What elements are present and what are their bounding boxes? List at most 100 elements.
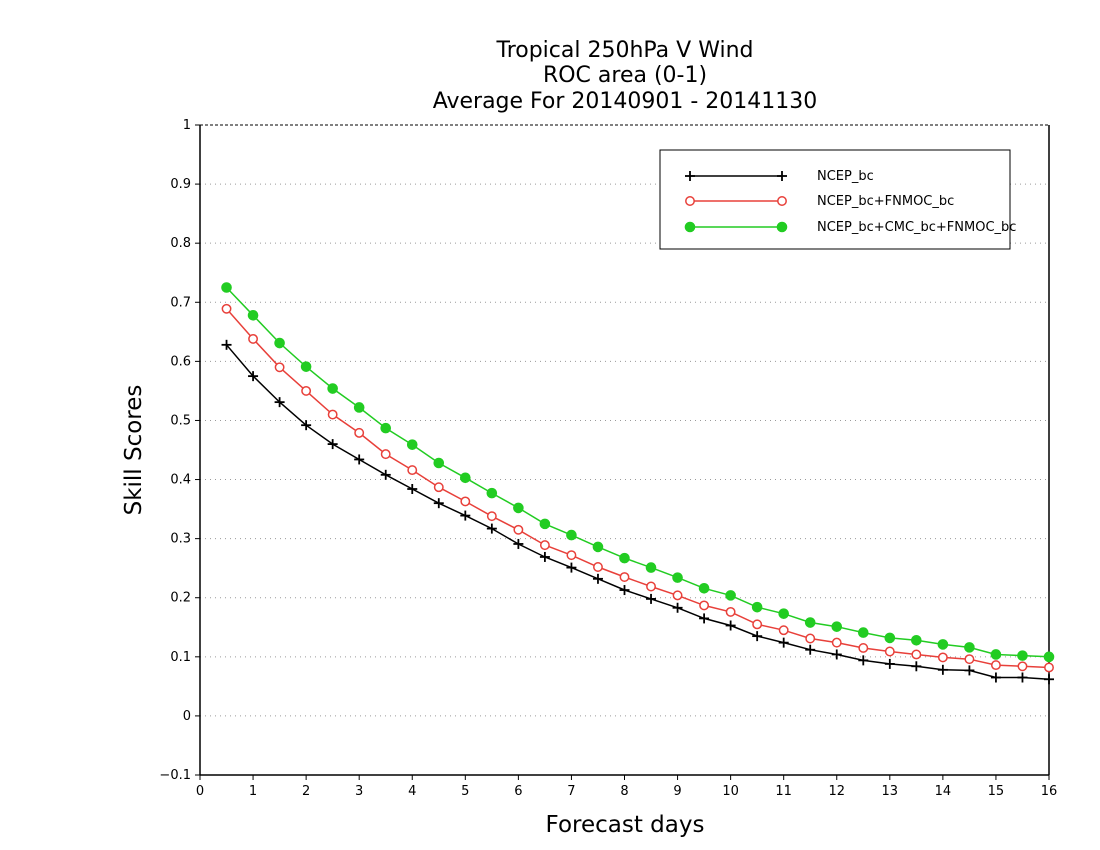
y-tick-label-1: 0 — [183, 709, 191, 724]
series-1-point-18 — [699, 600, 710, 611]
series-1-point-16 — [646, 581, 656, 592]
series-2-point-19 — [725, 590, 736, 601]
x-tick-label-3: 3 — [355, 784, 363, 799]
series-2 — [221, 282, 1055, 663]
series-0-point-20 — [752, 631, 763, 642]
y-tick-label-7: 0.6 — [170, 354, 191, 369]
series-1-point-0 — [221, 303, 232, 314]
title-line-0: Tropical 250hPa V Wind — [495, 38, 753, 63]
series-0-point-4 — [327, 439, 338, 450]
series-2-point-13 — [566, 529, 577, 541]
series-0-point-18 — [699, 613, 710, 624]
x-tick-label-0: 0 — [196, 784, 204, 799]
series-2-point-8 — [433, 457, 445, 469]
grid — [200, 183, 1049, 717]
series-2-point-15 — [619, 552, 630, 564]
series-0-point-6 — [380, 469, 391, 480]
series-1-point-19 — [725, 606, 736, 617]
series-1-point-23 — [831, 637, 842, 648]
series-0-point-21 — [778, 637, 789, 648]
y-tick-label-5: 0.4 — [170, 473, 191, 488]
x-tick-label-13: 13 — [882, 784, 899, 799]
y-axis-label: Skill Scores — [121, 385, 147, 516]
x-tick-label-10: 10 — [722, 784, 739, 799]
series-2-point-25 — [884, 632, 896, 644]
series-1-point-6 — [380, 449, 391, 460]
series-0-point-8 — [433, 498, 444, 509]
series-1-point-17 — [672, 590, 683, 601]
y-tick-label-4: 0.3 — [170, 532, 191, 547]
x-tick-label-6: 6 — [514, 784, 522, 799]
series-1-point-1 — [248, 333, 259, 344]
series-2-point-1 — [247, 309, 259, 321]
series-2-point-27 — [937, 639, 949, 650]
series-2-point-26 — [911, 634, 922, 646]
series-2-point-21 — [778, 608, 789, 619]
series-2-point-6 — [380, 422, 392, 434]
x-tick-label-1: 1 — [249, 784, 257, 799]
series-line-2 — [225, 286, 1050, 658]
series-1-point-2 — [274, 362, 285, 373]
series-2-point-4 — [327, 383, 338, 394]
title-line-2: Average For 20140901 - 20141130 — [433, 89, 818, 114]
series-0-point-13 — [566, 562, 577, 573]
legend-marker-right-2 — [776, 221, 788, 233]
axes: −0.100.10.20.30.40.50.60.70.80.910 1 2 3 4 5 6… — [159, 118, 1057, 799]
series-1-point-27 — [937, 652, 948, 663]
series-2-point-16 — [645, 562, 657, 573]
series-0-point-1 — [248, 371, 259, 382]
series-2-point-2 — [274, 337, 285, 349]
series-1-point-10 — [486, 511, 497, 522]
legend-marker-right-1 — [777, 196, 787, 206]
series-line-0 — [225, 344, 1050, 681]
series-0-point-16 — [646, 593, 657, 604]
series-1-point-14 — [593, 562, 603, 572]
y-tick-label-9: 0.8 — [170, 236, 191, 251]
legend-label-2: NCEP_bc+CMC_bc+FNMOC_bc — [817, 220, 1016, 235]
series-2-point-30 — [1017, 650, 1028, 661]
series-2-point-29 — [990, 649, 1002, 660]
x-tick-label-2: 2 — [302, 784, 310, 799]
series-2-point-11 — [513, 502, 524, 514]
series-1-point-5 — [354, 427, 365, 438]
legend-label-0: NCEP_bc — [817, 169, 874, 184]
series-0 — [221, 339, 1054, 685]
legend-marker-left-0 — [685, 171, 695, 181]
series-1-point-25 — [884, 646, 895, 657]
series-1-point-29 — [990, 660, 1001, 671]
series-0-point-11 — [513, 538, 524, 549]
series-0-point-9 — [460, 510, 471, 521]
series-line-1 — [225, 308, 1050, 669]
x-tick-label-7: 7 — [567, 784, 575, 799]
series-1-point-22 — [805, 633, 816, 644]
series-0-point-5 — [354, 454, 365, 465]
series-0-point-28 — [964, 665, 975, 676]
series-0-point-2 — [274, 397, 285, 408]
series-0-point-10 — [486, 523, 497, 534]
series-0-point-19 — [725, 620, 736, 631]
series-2-point-24 — [857, 627, 869, 638]
y-tick-label-8: 0.7 — [170, 295, 191, 310]
series-1-point-13 — [566, 550, 577, 561]
series-2-point-23 — [831, 621, 843, 632]
title-line-1: ROC area (0-1) — [543, 63, 707, 88]
series-0-point-29 — [990, 672, 1001, 683]
series-2-point-18 — [698, 582, 710, 594]
series-0-point-0 — [221, 339, 232, 350]
legend: NCEP_bc NCEP_bc+FNMOC_bc NCEP_bc+CMC_bc+FN… — [659, 149, 1016, 250]
y-tick-label-6: 0.5 — [170, 413, 191, 428]
series-1-point-26 — [911, 649, 922, 660]
series-1 — [221, 303, 1054, 673]
x-tick-label-8: 8 — [620, 784, 628, 799]
series-2-point-3 — [300, 361, 312, 372]
series-2-point-22 — [804, 617, 816, 628]
series-0-point-15 — [619, 585, 630, 596]
series-0-point-7 — [407, 484, 418, 494]
series-1-point-20 — [752, 619, 763, 630]
series-1-point-24 — [858, 643, 869, 653]
series-2-point-17 — [672, 572, 683, 583]
series-0-point-27 — [937, 664, 948, 675]
series-0-point-22 — [805, 644, 816, 655]
series-0-point-31 — [1044, 674, 1054, 685]
